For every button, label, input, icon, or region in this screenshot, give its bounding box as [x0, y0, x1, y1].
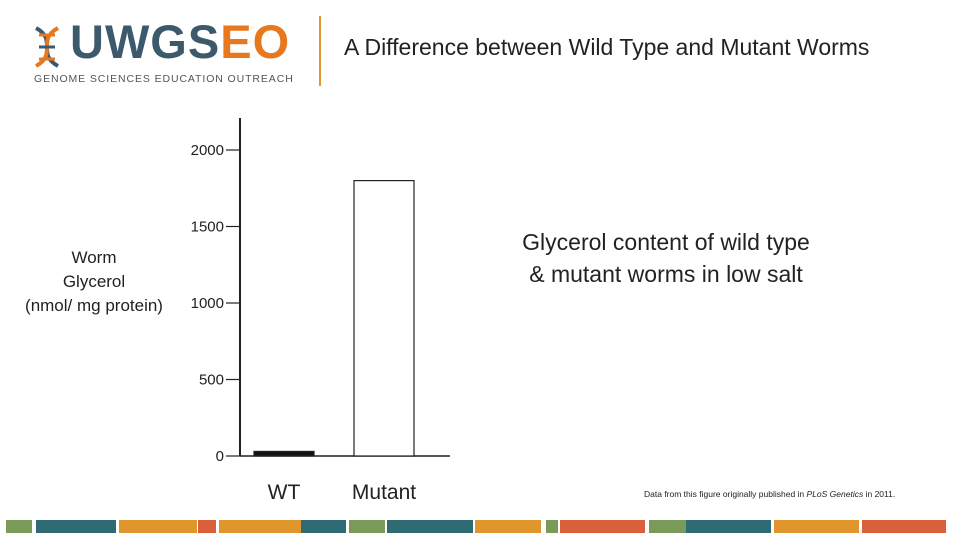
source-journal: PLoS Genetics	[806, 489, 864, 499]
source-prefix: Data from this figure originally publish…	[644, 489, 807, 499]
source-suffix: in 2011.	[863, 489, 896, 499]
footer-color-bar	[6, 520, 946, 533]
caption-line: Glycerol content of wild type	[522, 229, 810, 255]
y-axis-label-line: Worm	[71, 248, 117, 267]
chart-caption: Glycerol content of wild type & mutant w…	[486, 226, 846, 290]
footer-color-segment	[686, 520, 771, 533]
y-tick-label: 1000	[191, 295, 224, 312]
footer-color-segment	[387, 520, 473, 533]
caption-line: & mutant worms in low salt	[529, 261, 803, 287]
bar-mutant	[353, 180, 415, 457]
y-tick-label: 1500	[191, 219, 224, 236]
footer-color-segment	[6, 520, 32, 533]
dna-icon	[34, 26, 60, 68]
footer-color-segment	[119, 520, 197, 533]
footer-color-segment	[862, 520, 946, 533]
bar-wt	[253, 450, 315, 457]
logo-tagline: GENOME SCIENCES EDUCATION OUTREACH	[34, 73, 294, 85]
footer-color-segment	[546, 520, 558, 533]
footer-color-segment	[475, 520, 541, 533]
glycerol-bar-chart: 0 500 1000 1500 2000 WT Mutant	[191, 118, 450, 504]
footer-color-segment	[219, 520, 301, 533]
header-divider	[319, 16, 321, 86]
logo-wordmark-eo: EO	[220, 15, 291, 68]
y-tick-label: 500	[199, 372, 224, 389]
logo-wordmark: UWGSEO	[70, 18, 290, 65]
y-tick-label: 2000	[191, 142, 224, 159]
footer-color-segment	[774, 520, 859, 533]
footer-color-segment	[301, 520, 346, 533]
x-category-label: Mutant	[352, 481, 416, 504]
x-category-label: WT	[268, 481, 301, 504]
uwgseo-logo: UWGSEO GENOME SCIENCES EDUCATION OUTREAC…	[30, 18, 293, 86]
footer-color-segment	[198, 520, 216, 533]
y-axis-label-line: (nmol/ mg protein)	[25, 296, 163, 315]
footer-color-segment	[649, 520, 687, 533]
footer-color-segment	[36, 520, 116, 533]
footer-color-segment	[349, 520, 385, 533]
y-axis-label: Worm Glycerol (nmol/ mg protein)	[6, 246, 182, 318]
logo-wordmark-uwgs: UWGS	[70, 15, 221, 68]
source-citation: Data from this figure originally publish…	[644, 489, 895, 499]
slide-title: A Difference between Wild Type and Mutan…	[344, 34, 870, 60]
y-tick-label: 0	[216, 448, 224, 465]
footer-color-segment	[560, 520, 645, 533]
y-axis-label-line: Glycerol	[62, 272, 126, 291]
